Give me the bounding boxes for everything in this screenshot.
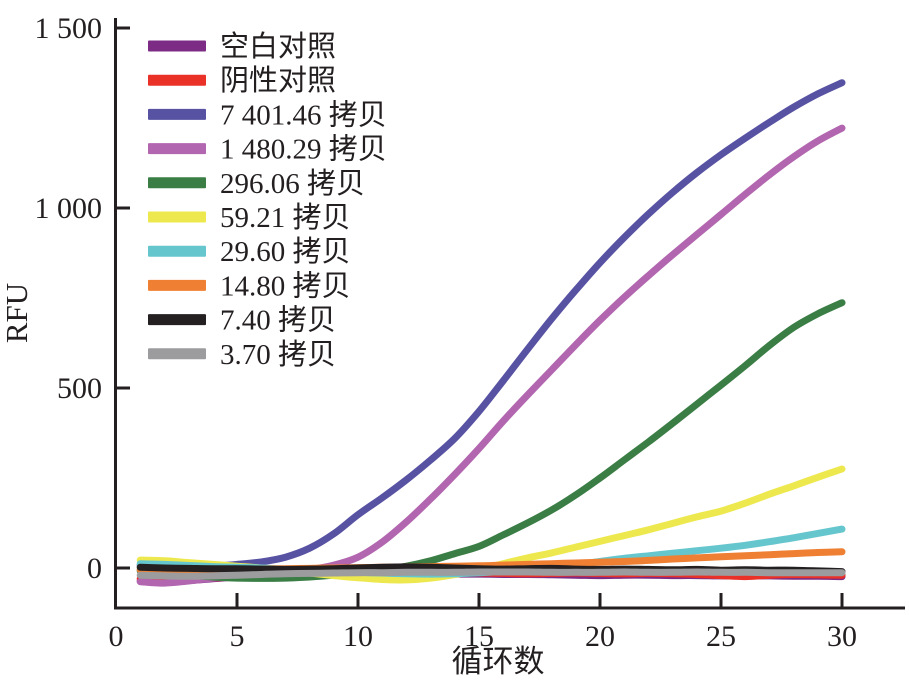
- y-tick-label: 0: [87, 552, 102, 585]
- axes-layer: 0 500 1 000 1 500 0 5 10 15 20 25 30: [35, 12, 905, 653]
- y-tick-label: 1 500: [35, 12, 103, 45]
- series-line-copies-3-70: [136, 568, 846, 580]
- legend-label-copies-296-06: 296.06 拷贝: [220, 167, 365, 200]
- y-tick-label: 500: [57, 372, 102, 405]
- x-tick-label: 20: [585, 620, 615, 653]
- legend-swatch-blank-control: [148, 40, 206, 52]
- legend-swatch-copies-3-70: [148, 348, 206, 360]
- series-line-copies-7401-46: [136, 79, 846, 571]
- x-tick-label: 10: [343, 620, 373, 653]
- legend-item-blank-control: 空白对照: [148, 30, 336, 63]
- legend-swatch-copies-59-21: [148, 211, 206, 223]
- legend-label-copies-7-40: 7.40 拷贝: [220, 304, 336, 337]
- legend-item-copies-1480-29: 1 480.29 拷贝: [148, 133, 387, 166]
- legend-label-blank-control: 空白对照: [220, 30, 336, 63]
- legend-item-copies-59-21: 59.21 拷贝: [148, 201, 351, 234]
- legend-label-copies-3-70: 3.70 拷贝: [220, 338, 336, 371]
- x-tick-label: 5: [230, 620, 245, 653]
- legend-item-copies-3-70: 3.70 拷贝: [148, 338, 336, 371]
- legend-item-copies-296-06: 296.06 拷贝: [148, 167, 365, 200]
- x-tick-label: 15: [464, 620, 494, 653]
- legend-swatch-copies-7401-46: [148, 108, 206, 120]
- series-line-copies-296-06: [136, 299, 846, 582]
- legend-swatch-copies-7-40: [148, 314, 206, 326]
- x-tick-label: 25: [706, 620, 736, 653]
- x-axis-title: 循环数: [452, 644, 545, 679]
- x-tick-label: 30: [827, 620, 857, 653]
- y-axis-title: RFU: [0, 283, 34, 343]
- legend-label-copies-59-21: 59.21 拷贝: [220, 201, 351, 234]
- legend-item-copies-7-40: 7.40 拷贝: [148, 304, 336, 337]
- legend-swatch-copies-14-80: [148, 279, 206, 291]
- legend-item-copies-14-80: 14.80 拷贝: [148, 269, 351, 302]
- legend-swatch-copies-1480-29: [148, 143, 206, 155]
- legend-item-copies-7401-46: 7 401.46 拷贝: [148, 98, 387, 131]
- legend-swatch-copies-29-60: [148, 245, 206, 257]
- legend-label-copies-14-80: 14.80 拷贝: [220, 269, 351, 302]
- legend-label-copies-29-60: 29.60 拷贝: [220, 235, 351, 268]
- y-tick-label: 1 000: [35, 192, 103, 225]
- legend-swatch-copies-296-06: [148, 177, 206, 189]
- legend-label-copies-7401-46: 7 401.46 拷贝: [220, 98, 387, 131]
- legend-item-copies-29-60: 29.60 拷贝: [148, 235, 351, 268]
- legend-label-negative-control: 阴性对照: [220, 64, 336, 97]
- x-tick-label: 0: [109, 620, 124, 653]
- legend-item-negative-control: 阴性对照: [148, 64, 336, 97]
- series-layer: [136, 79, 846, 587]
- legend-swatch-negative-control: [148, 74, 206, 86]
- legend-label-copies-1480-29: 1 480.29 拷贝: [220, 133, 387, 166]
